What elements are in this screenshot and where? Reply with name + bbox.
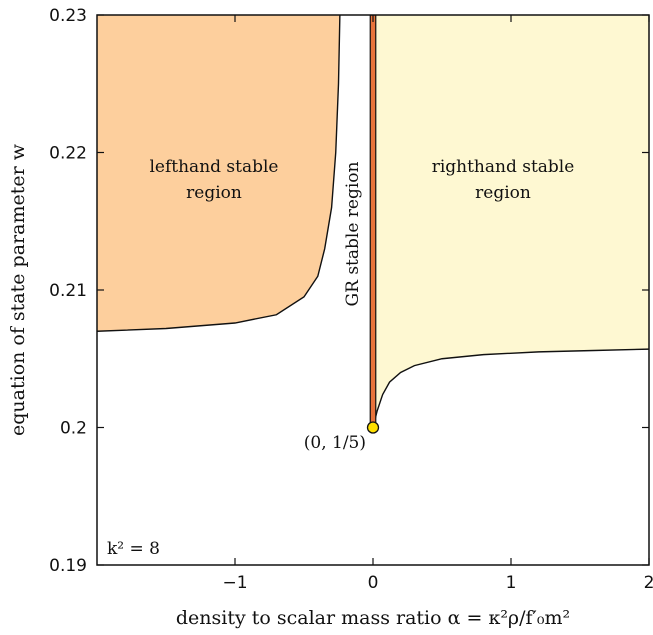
x-tick-label: 1 (506, 573, 517, 593)
origin-point-marker (366, 421, 380, 434)
righthand-boundary-curve (372, 348, 649, 428)
x-tick-label: −1 (222, 573, 247, 593)
x-tick-label: 0 (368, 573, 379, 593)
lefthand-region-label-line: region (186, 183, 242, 203)
k-squared-label: k² = 8 (107, 539, 160, 559)
x-axis-title: density to scalar mass ratio α = κ²ρ/f′₀… (176, 607, 570, 629)
lefthand-region-label: lefthand stable region (149, 157, 278, 203)
y-axis-title: equation of state parameter w (7, 143, 29, 436)
gr-region-label: GR stable region (343, 161, 363, 306)
point-label: (0, 1/5) (304, 433, 366, 453)
y-tick-label: 0.22 (49, 144, 87, 164)
lefthand-boundary-curve (97, 15, 341, 332)
y-tick-label: 0.19 (49, 556, 87, 576)
y-tick-label: 0.21 (49, 281, 87, 301)
lefthand-region-label-line: lefthand stable (149, 157, 278, 177)
x-tick-label: 2 (644, 573, 653, 593)
y-tick-label: 0.2 (60, 419, 87, 439)
righthand-region-label: righthand stable region (432, 157, 575, 203)
y-tick-label: 0.23 (49, 6, 87, 26)
lefthand-region-fill (97, 15, 340, 332)
righthand-region-label-line: region (475, 183, 531, 203)
righthand-region-label-line: righthand stable (432, 157, 575, 177)
righthand-region-fill (373, 15, 649, 428)
gr-stable-strip (369, 15, 377, 429)
